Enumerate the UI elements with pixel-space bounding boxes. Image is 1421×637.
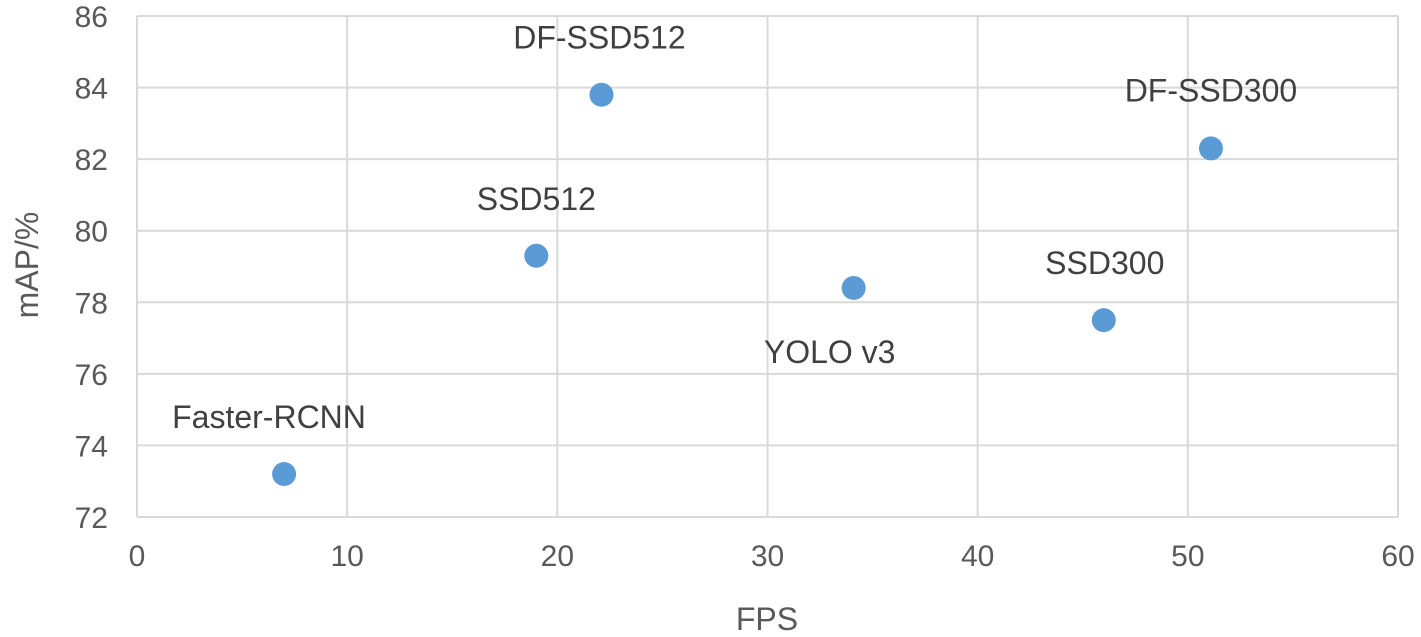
point-label: YOLO v3	[764, 334, 896, 370]
point-label: SSD512	[477, 181, 596, 217]
point-label: Faster-RCNN	[172, 399, 366, 435]
point-label: SSD300	[1045, 245, 1164, 281]
y-tick-label: 78	[75, 287, 108, 320]
y-axis-ticks: 72 74 76 78 80 82 84 86	[75, 1, 108, 535]
data-point	[589, 82, 614, 107]
data-points	[272, 82, 1223, 487]
y-tick-label: 86	[75, 1, 108, 34]
data-point	[1198, 136, 1223, 161]
x-tick-label: 0	[129, 540, 146, 573]
point-label: DF-SSD512	[513, 20, 686, 56]
y-tick-label: 80	[75, 216, 108, 249]
point-label: DF-SSD300	[1125, 72, 1298, 108]
grid	[136, 15, 1399, 518]
x-tick-label: 10	[330, 540, 363, 573]
x-tick-label: 60	[1381, 540, 1414, 573]
x-tick-label: 50	[1171, 540, 1204, 573]
x-axis-label: FPS	[736, 601, 798, 637]
x-tick-label: 30	[751, 540, 784, 573]
data-point	[272, 462, 297, 487]
point-labels: Faster-RCNN SSD512 DF-SSD512 YOLO v3 SSD300 D…	[172, 20, 1297, 435]
y-axis-label: mAP/%	[9, 212, 45, 319]
data-point	[1091, 308, 1116, 333]
x-tick-label: 40	[961, 540, 994, 573]
y-tick-label: 82	[75, 144, 108, 177]
x-axis-ticks: 0 10 20 30 40 50 60	[129, 540, 1415, 573]
y-tick-label: 76	[75, 359, 108, 392]
data-point	[841, 275, 866, 300]
y-tick-label: 84	[75, 73, 108, 106]
x-tick-label: 20	[541, 540, 574, 573]
y-tick-label: 74	[75, 430, 108, 463]
y-tick-label: 72	[75, 502, 108, 535]
data-point	[524, 243, 549, 268]
